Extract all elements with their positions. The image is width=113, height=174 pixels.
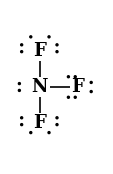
Circle shape xyxy=(89,90,91,93)
Circle shape xyxy=(67,96,69,98)
Circle shape xyxy=(29,36,32,38)
Circle shape xyxy=(74,76,76,78)
Circle shape xyxy=(74,96,76,98)
Text: F: F xyxy=(33,42,46,60)
Circle shape xyxy=(55,124,58,126)
Circle shape xyxy=(55,44,58,46)
Text: F: F xyxy=(33,114,46,132)
Circle shape xyxy=(48,36,50,38)
Text: F: F xyxy=(71,78,83,96)
Circle shape xyxy=(29,132,32,134)
Circle shape xyxy=(20,44,22,46)
Circle shape xyxy=(48,132,50,134)
Circle shape xyxy=(67,76,69,78)
Circle shape xyxy=(55,51,58,53)
Circle shape xyxy=(89,81,91,84)
Circle shape xyxy=(18,83,20,85)
Circle shape xyxy=(55,117,58,119)
Circle shape xyxy=(18,89,20,91)
Text: N: N xyxy=(31,78,48,96)
Circle shape xyxy=(20,124,22,126)
Circle shape xyxy=(20,117,22,119)
Circle shape xyxy=(20,51,22,53)
